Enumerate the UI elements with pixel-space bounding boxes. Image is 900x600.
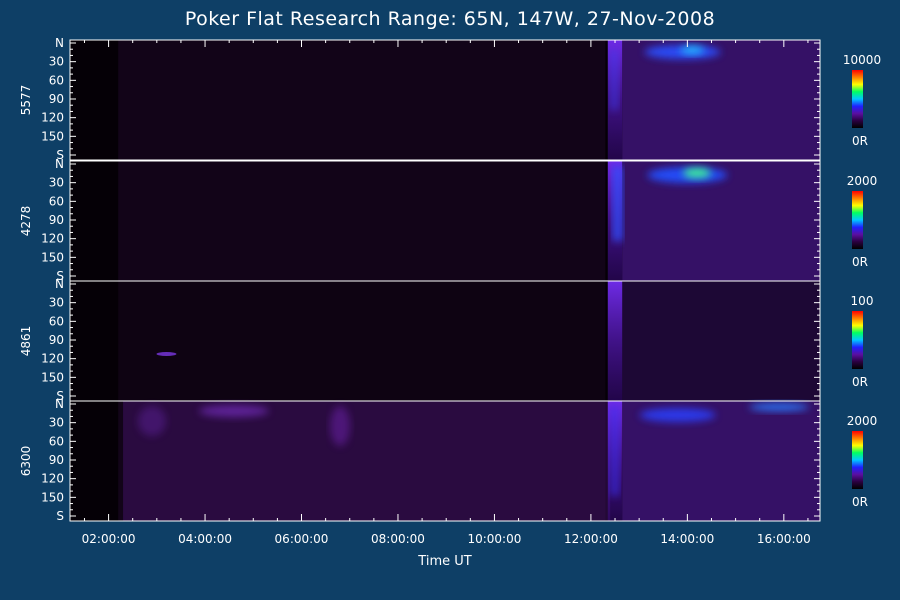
y-tick-label: 90: [49, 92, 64, 106]
y-tick-label: 30: [49, 296, 64, 310]
post-onset-emission: [622, 161, 820, 281]
panel-4278: N 30 60 90 120 150 S 4278 2000 0R: [19, 157, 877, 283]
emission-patch: [330, 406, 351, 446]
color-bar: [852, 431, 863, 489]
bright-arc: [639, 408, 716, 422]
x-tick-label: 10:00:00: [467, 532, 521, 546]
onset-core: [610, 406, 620, 496]
x-tick-label: 06:00:00: [275, 532, 329, 546]
background-emission: [118, 40, 606, 160]
y-tick-label: 60: [49, 194, 64, 208]
y-tick-label: S: [56, 269, 64, 283]
y-tick-label: 120: [41, 232, 64, 246]
y-tick-label: 120: [41, 111, 64, 125]
background-emission: [118, 161, 606, 281]
y-tick-label: S: [56, 509, 64, 523]
x-tick-label: 02:00:00: [82, 532, 136, 546]
x-tick-label: 14:00:00: [660, 532, 714, 546]
onset-core: [612, 166, 623, 241]
emission-patch: [198, 405, 269, 417]
color-bar-min-label: 0R: [852, 134, 868, 148]
onset-band: [607, 281, 623, 401]
onset-core: [610, 50, 619, 110]
post-onset-emission: [622, 40, 820, 160]
y-tick-label: 90: [49, 213, 64, 227]
panel-background: [70, 281, 820, 401]
y-tick-label: 90: [49, 333, 64, 347]
color-bar-min-label: 0R: [852, 375, 868, 389]
color-bar: [852, 70, 863, 128]
x-tick-label: 08:00:00: [371, 532, 425, 546]
post-onset-emission: [622, 401, 820, 521]
panel-label-5577: 5577: [19, 85, 33, 116]
y-tick-label: S: [56, 148, 64, 162]
color-bar-max-label: 2000: [847, 174, 878, 188]
panel-frame: [69, 39, 821, 161]
color-bar-max-label: 100: [851, 294, 874, 308]
x-tick-label: 12:00:00: [564, 532, 618, 546]
x-axis-label: Time UT: [418, 554, 472, 569]
y-tick-label: 30: [49, 416, 64, 430]
y-tick-label: 30: [49, 55, 64, 69]
y-tick-label: 60: [49, 314, 64, 328]
emission-patch: [137, 406, 166, 436]
y-tick-label: 150: [41, 490, 64, 504]
y-tick-label: 120: [41, 352, 64, 366]
panel-label-6300: 6300: [19, 446, 33, 477]
panel-6300: N 30 60 90 120 150 S 6300 2000 0R: [19, 397, 877, 523]
y-tick-label: 150: [41, 250, 64, 264]
y-tick-label: N: [55, 277, 64, 291]
x-tick-label: 04:00:00: [178, 532, 232, 546]
panel-frame: [69, 400, 821, 522]
emission-streak: [156, 352, 177, 356]
panel-4861: N 30 60 90 120 150 S 4861 100 0R: [19, 277, 873, 403]
bright-arc-core: [683, 168, 712, 178]
y-tick-label: 60: [49, 434, 64, 448]
background-emission: [123, 401, 611, 521]
y-tick-label: 90: [49, 453, 64, 467]
panel-label-4278: 4278: [19, 206, 33, 237]
y-tick-label: S: [56, 389, 64, 403]
x-tick-label: 16:00:00: [757, 532, 811, 546]
post-onset-emission: [622, 281, 820, 401]
y-tick-label: N: [55, 36, 64, 50]
background-emission: [118, 281, 606, 401]
chart-title: Poker Flat Research Range: 65N, 147W, 27…: [184, 8, 716, 30]
panel-label-4861: 4861: [19, 326, 33, 357]
y-tick-label: N: [55, 157, 64, 171]
y-tick-label: 120: [41, 472, 64, 486]
bright-arc: [749, 403, 810, 411]
color-bar-min-label: 0R: [852, 255, 868, 269]
color-bar: [852, 191, 863, 249]
y-tick-label: 30: [49, 176, 64, 190]
color-bar-max-label: 2000: [847, 414, 878, 428]
y-tick-label: 150: [41, 370, 64, 384]
y-tick-label: 150: [41, 129, 64, 143]
color-bar-max-label: 10000: [843, 53, 881, 67]
color-bar-min-label: 0R: [852, 495, 868, 509]
bright-arc-core: [680, 46, 705, 54]
panel-5577: N 30 60 90 120 150 S 5577 10000 0R: [19, 36, 881, 162]
y-tick-label: N: [55, 397, 64, 411]
background-emission: [118, 401, 606, 521]
color-bar: [852, 311, 863, 369]
y-tick-label: 60: [49, 73, 64, 87]
